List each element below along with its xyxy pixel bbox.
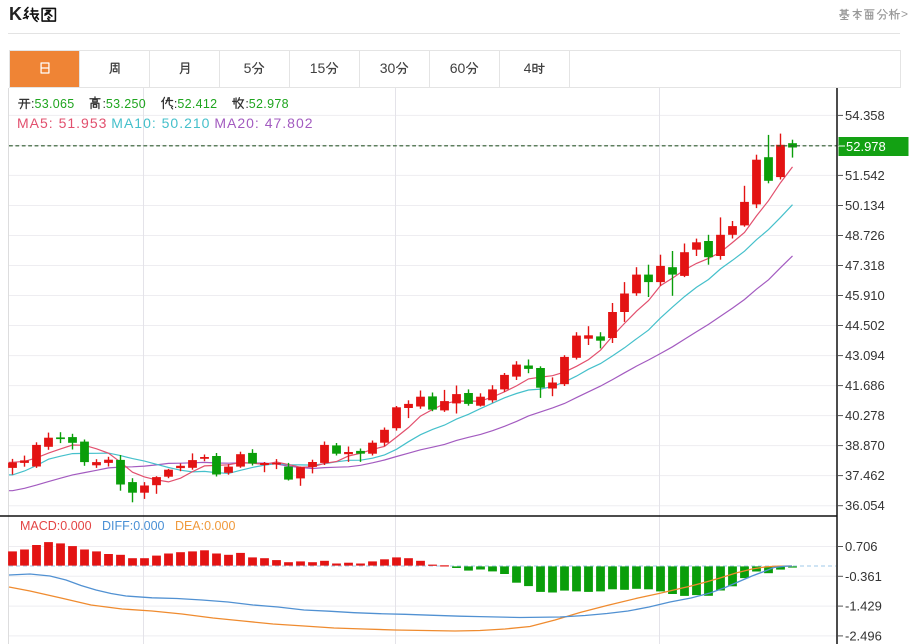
svg-text:37.462: 37.462 bbox=[845, 468, 885, 483]
svg-text:-1.429: -1.429 bbox=[845, 599, 882, 614]
svg-text:50.134: 50.134 bbox=[845, 198, 885, 213]
svg-text:38.870: 38.870 bbox=[845, 438, 885, 453]
svg-text:-2.496: -2.496 bbox=[845, 628, 882, 643]
svg-text:54.358: 54.358 bbox=[845, 108, 885, 123]
svg-text:36.054: 36.054 bbox=[845, 498, 885, 513]
svg-text:45.910: 45.910 bbox=[845, 288, 885, 303]
svg-text:48.726: 48.726 bbox=[845, 228, 885, 243]
svg-text:41.686: 41.686 bbox=[845, 378, 885, 393]
svg-text:-0.361: -0.361 bbox=[845, 569, 882, 584]
svg-text:43.094: 43.094 bbox=[845, 348, 885, 363]
svg-text:0.706: 0.706 bbox=[845, 539, 878, 554]
svg-text:51.542: 51.542 bbox=[845, 168, 885, 183]
svg-text:40.278: 40.278 bbox=[845, 408, 885, 423]
svg-text:44.502: 44.502 bbox=[845, 318, 885, 333]
svg-text:47.318: 47.318 bbox=[845, 258, 885, 273]
svg-text:52.978: 52.978 bbox=[846, 139, 886, 154]
